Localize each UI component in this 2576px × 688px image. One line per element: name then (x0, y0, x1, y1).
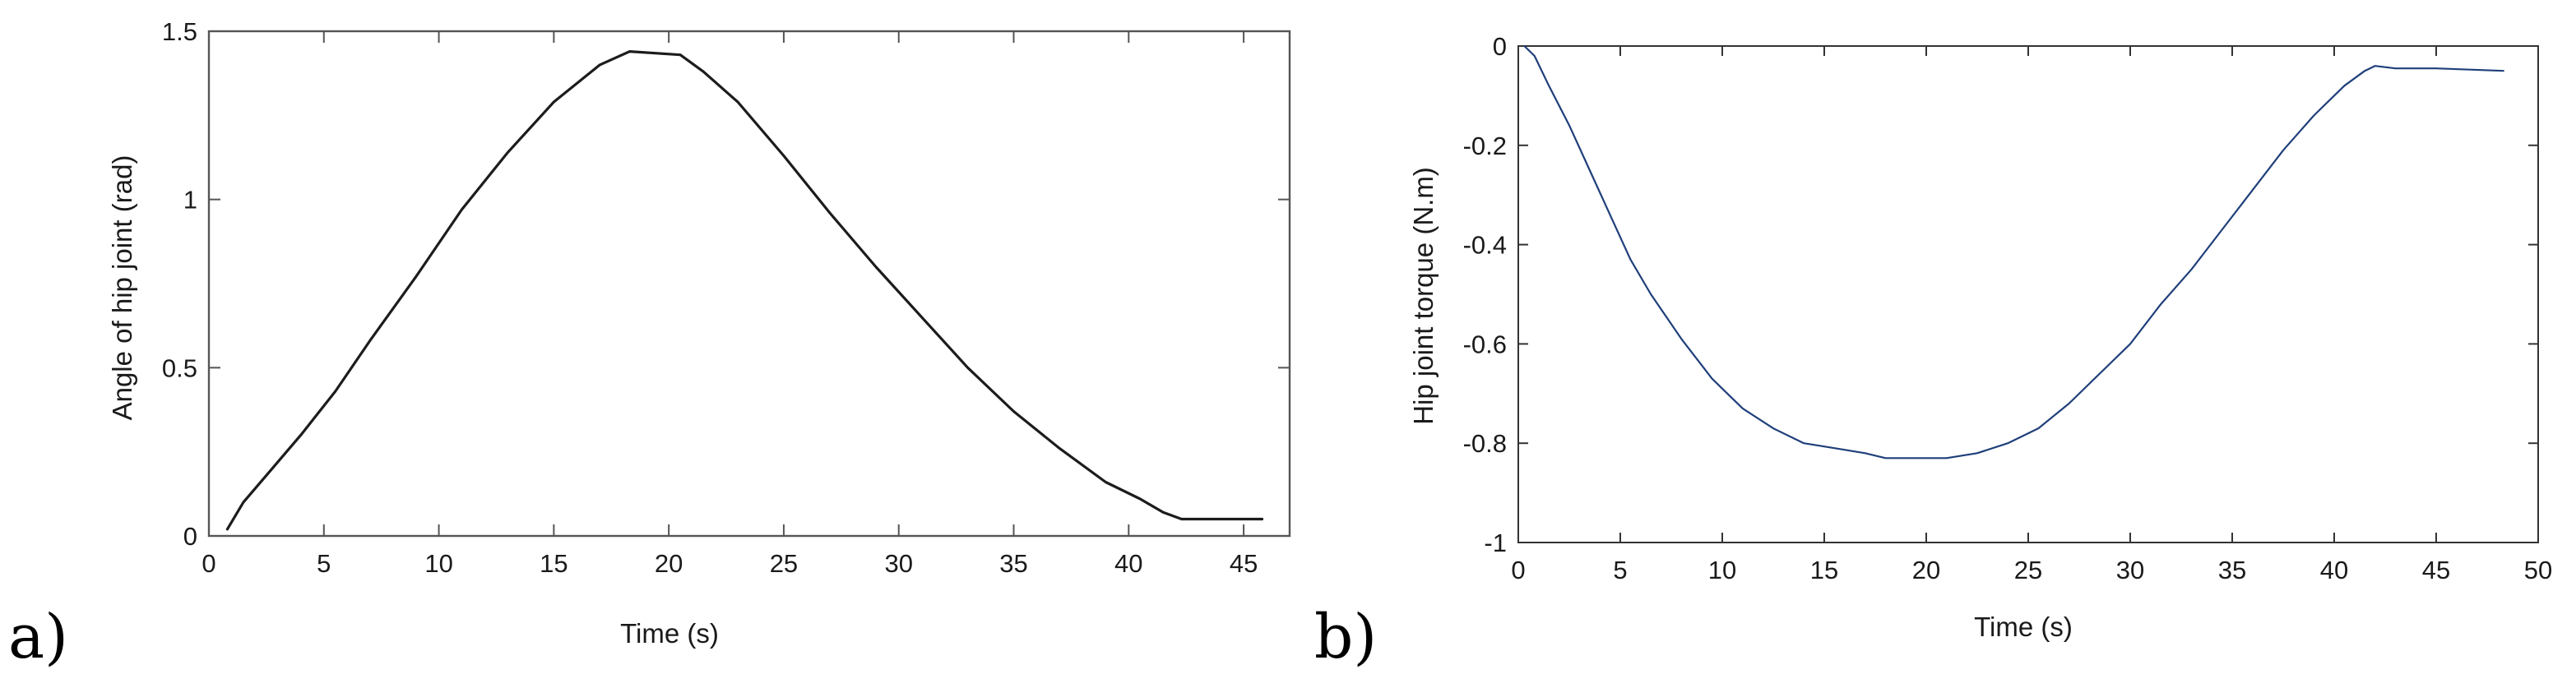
x-tick-label: 30 (2116, 556, 2144, 584)
panel-a-y-tick-labels: 0 0.5 1 1.5 (162, 17, 197, 551)
x-tick-label: 15 (540, 549, 568, 578)
x-tick-label: 30 (884, 549, 912, 578)
y-tick-label: 0.5 (162, 353, 197, 382)
y-tick-label: -1 (1484, 529, 1507, 557)
x-tick-label: 10 (424, 549, 452, 578)
y-tick-label: -0.8 (1463, 429, 1507, 458)
y-tick-label: 0 (183, 522, 197, 551)
x-tick-label: 5 (317, 549, 331, 578)
panel-a-plot-area (225, 49, 1264, 531)
panel-b-plot-area (1523, 44, 2504, 459)
x-tick-label: 15 (1810, 556, 1838, 584)
x-tick-label: 40 (2320, 556, 2348, 584)
panel-b-series-line (1523, 44, 2504, 459)
x-tick-label: 25 (2014, 556, 2042, 584)
x-tick-label: 20 (655, 549, 683, 578)
x-tick-label: 20 (1912, 556, 1940, 584)
x-tick-label: 0 (1511, 556, 1525, 584)
panel-b-axes-frame (1517, 45, 2539, 543)
panel-a-y-axis-label: Angle of hip joint (rad) (107, 155, 137, 421)
y-tick-label: -0.4 (1463, 231, 1507, 260)
panel-a-axes-box (207, 30, 1291, 538)
y-tick-label: -0.6 (1463, 330, 1507, 358)
y-tick-label: 0 (1493, 32, 1507, 61)
panel-a-x-tick-labels: 0 5 10 15 20 25 30 35 40 45 (202, 549, 1258, 578)
panel-a-hip-angle-chart: 0 5 10 15 20 25 30 35 40 45 0 0.5 1 1.5 Time (s) Ang… (8, 17, 1291, 672)
panel-b-x-tick-labels: 0 5 10 15 20 25 30 35 40 45 50 (1511, 556, 2552, 584)
x-tick-label: 35 (999, 549, 1027, 578)
x-tick-label: 50 (2524, 556, 2552, 584)
x-tick-label: 0 (202, 549, 215, 578)
panel-a-x-axis-label: Time (s) (620, 618, 719, 649)
y-tick-label: 1 (183, 186, 197, 215)
panel-b-hip-torque-chart: 0 5 10 15 20 25 30 35 40 45 50 -1 -0.8 -0.6 -0.4 -0.2 0… (1314, 32, 2552, 672)
panel-b-y-axis-label: Hip joint torque (N.m) (1408, 167, 1439, 425)
x-tick-label: 5 (1613, 556, 1627, 584)
panel-b-x-axis-label: Time (s) (1974, 612, 2073, 642)
panel-a-series-line (225, 49, 1264, 531)
panel-b-y-tick-labels: -1 -0.8 -0.6 -0.4 -0.2 0 (1463, 32, 1507, 557)
y-tick-label: 1.5 (162, 17, 197, 46)
panel-b-axes-box (1517, 45, 2539, 543)
x-tick-label: 25 (770, 549, 798, 578)
panel-a-axes-frame (207, 30, 1291, 538)
x-tick-label: 40 (1114, 549, 1142, 578)
x-tick-label: 35 (2218, 556, 2246, 584)
x-tick-label: 45 (1230, 549, 1258, 578)
panel-a-label: a) (8, 602, 68, 672)
y-tick-label: -0.2 (1463, 132, 1507, 160)
x-tick-label: 10 (1708, 556, 1736, 584)
x-tick-label: 45 (2422, 556, 2450, 584)
panel-b-label: b) (1314, 602, 1377, 672)
